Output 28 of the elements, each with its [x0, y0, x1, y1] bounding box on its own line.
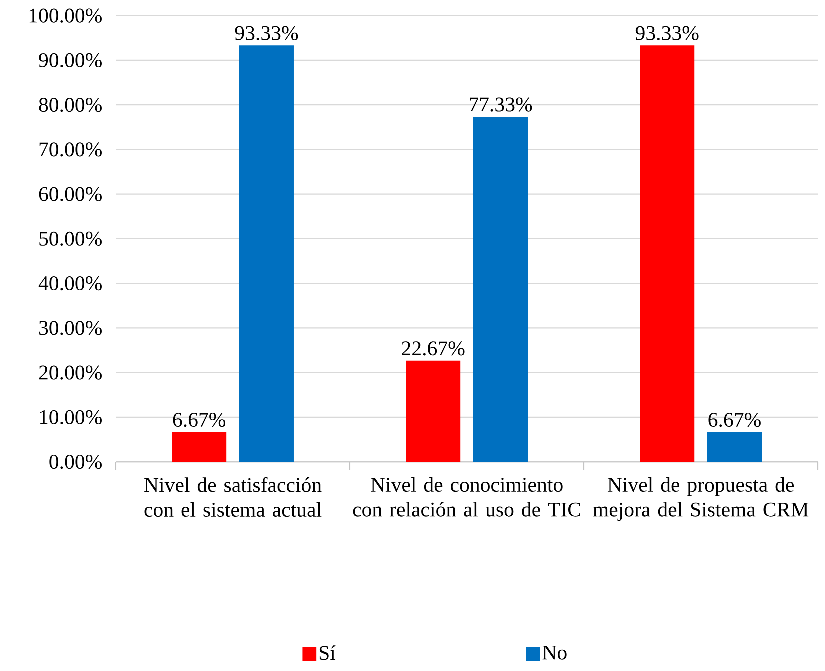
- y-tick-label: 50.00%: [40, 232, 102, 246]
- y-tick-label: 80.00%: [39, 98, 102, 112]
- data-label: 22.67%: [402, 341, 465, 356]
- y-tick-label: 20.00%: [39, 366, 102, 380]
- bar: [239, 45, 294, 462]
- y-tick-label: 90.00%: [39, 53, 102, 68]
- bar: [172, 432, 227, 462]
- legend-label: No: [542, 646, 567, 660]
- y-tick-label: 40.00%: [38, 276, 102, 291]
- data-label: 6.67%: [708, 412, 761, 427]
- y-tick-label: 100.00%: [30, 8, 102, 23]
- x-tick-label: Nivel de propuesta de mejora del Sistema CRM: [593, 477, 809, 521]
- data-label: 6.67%: [173, 412, 226, 427]
- legend-label: Sí: [320, 645, 336, 660]
- bar: [406, 360, 461, 462]
- y-tick-label: 10.00%: [40, 410, 102, 424]
- data-label: 77.33%: [470, 98, 532, 112]
- data-label: 93.33%: [636, 26, 699, 40]
- bar: [473, 116, 528, 462]
- x-tick-label: Nivel de conocimiento con relación al uso de TIC: [353, 477, 580, 517]
- x-tick-label: Nivel de satisfacción con el sistema actual: [144, 477, 322, 517]
- bar: [640, 45, 695, 462]
- bar: [707, 432, 762, 462]
- y-tick-label: 0.00%: [50, 454, 102, 469]
- y-tick-label: 60.00%: [39, 187, 102, 202]
- y-tick-label: 30.00%: [39, 320, 102, 336]
- data-label: 93.33%: [235, 26, 298, 40]
- y-tick-label: 70.00%: [40, 142, 102, 157]
